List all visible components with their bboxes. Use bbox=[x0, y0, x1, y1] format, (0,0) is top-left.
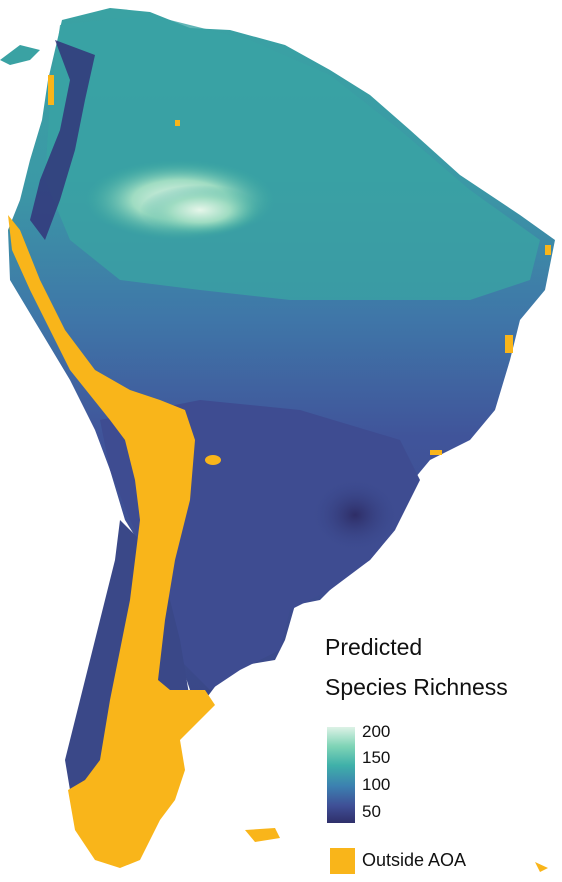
color-scale-bar bbox=[327, 727, 355, 823]
legend-tick-100: 100 bbox=[362, 775, 391, 794]
legend-title-line1: Predicted bbox=[325, 634, 423, 660]
outside-aoa-region bbox=[8, 215, 215, 868]
legend-tick-50: 50 bbox=[362, 802, 381, 821]
legend-tick-200: 200 bbox=[362, 722, 391, 741]
outside-aoa-swatch bbox=[330, 848, 355, 874]
legend-tick-150: 150 bbox=[362, 748, 391, 767]
outside-aoa-label: Outside AOA bbox=[362, 850, 467, 870]
legend-title-line2: Species Richness bbox=[325, 674, 508, 700]
